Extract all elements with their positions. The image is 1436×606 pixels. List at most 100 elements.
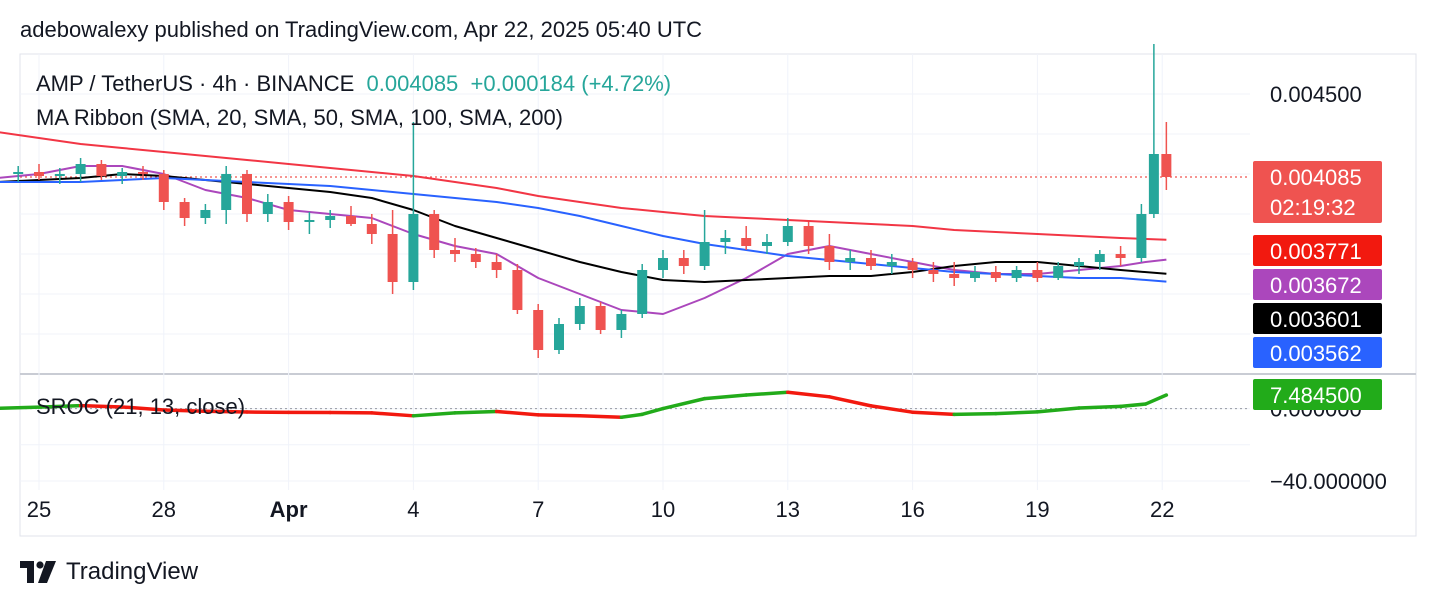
sroc-segment: [1035, 406, 1081, 414]
ma-line-sma-200: [0, 131, 1167, 241]
x-tick-label: Apr: [270, 497, 308, 522]
footer: TradingView: [20, 558, 198, 586]
ma-line-sma-20: [0, 165, 1167, 315]
candle-body: [970, 272, 980, 278]
sroc-segment: [994, 410, 1040, 416]
candle-body: [1053, 266, 1064, 278]
x-tick-label: 10: [651, 497, 675, 522]
price-badge-label: 0.003672: [1270, 273, 1362, 298]
sroc-segment: [786, 390, 832, 399]
sroc-segment: [661, 396, 707, 411]
sroc-segment: [0, 405, 41, 411]
candle-body: [117, 172, 128, 176]
candle-body: [304, 220, 315, 222]
sroc-segment: [203, 409, 249, 414]
candle-body: [96, 164, 107, 176]
price-badge-label: 0.003771: [1270, 239, 1362, 264]
sroc-segment: [744, 390, 790, 397]
price-badge-label: 0.004085: [1270, 165, 1362, 190]
sroc-segment: [162, 408, 208, 414]
candle-body: [886, 262, 897, 266]
sroc-segment: [578, 414, 624, 420]
sroc-segment: [494, 409, 540, 417]
candle-body: [845, 258, 856, 262]
price-badge: [1253, 303, 1382, 334]
countdown-label: 02:19:32: [1270, 195, 1356, 220]
candle-body: [533, 310, 544, 350]
price-tick-label: 0.004500: [1270, 82, 1362, 107]
x-tick-label: 22: [1150, 497, 1174, 522]
candle-body: [574, 306, 585, 324]
candle-body: [1094, 254, 1105, 262]
candle-body: [907, 262, 918, 270]
candle-body: [824, 246, 835, 262]
sroc-segment: [640, 406, 665, 417]
candle-body: [491, 262, 502, 270]
candle-body: [678, 258, 689, 266]
candle-body: [1011, 270, 1022, 278]
candle-body: [1148, 154, 1159, 214]
symbol-title: AMP / TetherUS · 4h · BINANCE: [36, 71, 355, 96]
sroc-segment: [120, 405, 166, 412]
candle-body: [720, 238, 731, 242]
sroc-segment: [453, 409, 499, 415]
candle-body: [1032, 270, 1043, 278]
candle-body: [450, 250, 460, 254]
price-change: +0.000184 (+4.72%): [470, 71, 672, 96]
candle-body: [221, 174, 232, 210]
candle-body: [616, 314, 627, 330]
candle-body: [637, 270, 648, 314]
candle-body: [990, 272, 1001, 278]
x-tick-label: 13: [776, 497, 800, 522]
sroc-segment: [78, 403, 124, 409]
candle-body: [803, 226, 814, 246]
sroc-segment: [702, 393, 748, 401]
candle-body: [75, 164, 86, 174]
sroc-legend: SROC (21, 13, close): [36, 394, 246, 419]
sroc-segment: [370, 411, 416, 418]
sroc-segment: [411, 411, 457, 418]
candle-body: [158, 174, 169, 202]
sroc-segment: [1143, 393, 1169, 406]
candle-body: [242, 174, 252, 214]
price-badge: [1253, 161, 1382, 223]
sroc-segment: [952, 411, 998, 417]
x-tick-label: 28: [152, 497, 176, 522]
candle-body: [34, 172, 44, 176]
x-tick-label: 25: [27, 497, 51, 522]
x-tick-label: 16: [900, 497, 924, 522]
x-tick-label: 19: [1025, 497, 1049, 522]
candle-body: [512, 270, 523, 310]
candle-body: [13, 172, 24, 174]
sroc-segment: [37, 403, 83, 409]
footer-brand: TradingView: [66, 558, 199, 585]
candle-body: [1115, 254, 1126, 258]
candle-body: [658, 258, 668, 270]
price-badge: [1253, 337, 1382, 368]
sroc-segment: [619, 412, 644, 420]
sroc-segment: [869, 404, 915, 414]
price-badge-label: 0.003601: [1270, 307, 1362, 332]
candle-body: [54, 174, 65, 176]
candle-body: [283, 202, 294, 222]
price-badge: [1253, 235, 1382, 266]
ma-ribbon-legend: MA Ribbon (SMA, 20, SMA, 50, SMA, 100, S…: [36, 105, 564, 130]
price-badge-label: 0.003562: [1270, 341, 1362, 366]
osc-tick-label: −40.000000: [1270, 469, 1387, 494]
publish-header: adebowalexy published on TradingView.com…: [20, 17, 703, 42]
candle-body: [866, 258, 876, 266]
candle-body: [1074, 262, 1084, 266]
candle-body: [928, 270, 939, 274]
price-badge: [1253, 269, 1382, 300]
x-tick-label: 4: [407, 497, 419, 522]
candle-body: [138, 172, 148, 174]
candle-body: [470, 254, 481, 262]
tradingview-logo-icon: [20, 561, 56, 583]
last-price: 0.004085: [366, 71, 459, 96]
candle-body: [782, 226, 793, 242]
candle-body: [1161, 154, 1172, 177]
sroc-badge: [1253, 379, 1382, 410]
candle-body: [366, 224, 377, 234]
chart-border: [19, 53, 1417, 537]
